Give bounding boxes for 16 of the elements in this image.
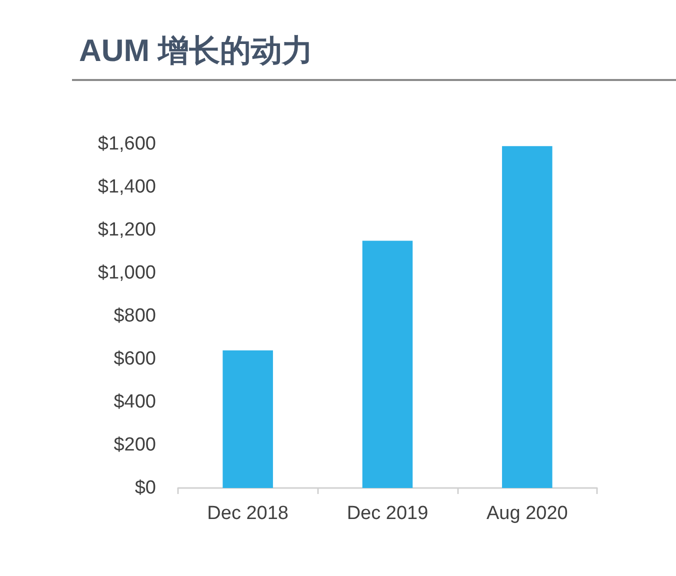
y-tick-label: $600 <box>114 348 156 370</box>
bar <box>502 146 552 488</box>
y-tick-label: $200 <box>114 434 156 456</box>
x-tick-label: Dec 2018 <box>207 503 289 524</box>
y-tick-label: $400 <box>114 392 156 412</box>
y-tick-label: $1,600 <box>98 134 156 154</box>
y-tick-label: $800 <box>114 306 156 326</box>
chart-title: AUM 增长的动力 <box>79 33 314 68</box>
x-tick-label: Dec 2019 <box>346 503 428 524</box>
x-tick-label: Aug 2020 <box>486 503 568 524</box>
y-tick-label: $1,000 <box>98 262 156 284</box>
y-tick-label: $0 <box>134 478 156 498</box>
bar <box>222 350 273 488</box>
y-tick-label: $1,200 <box>98 220 156 240</box>
y-tick-label: $1,400 <box>98 176 156 198</box>
bar <box>362 240 413 488</box>
